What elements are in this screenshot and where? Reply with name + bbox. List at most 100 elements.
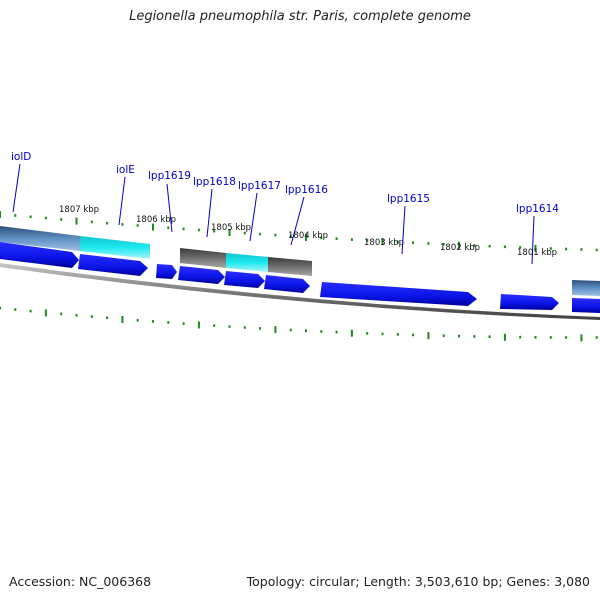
genome-backbone	[0, 263, 600, 320]
feature-segment-iold	[0, 226, 80, 251]
feature-track	[0, 226, 600, 296]
gene-label-lpp1614: lpp1614	[516, 203, 559, 215]
minor-tick	[136, 224, 139, 227]
minor-tick	[488, 244, 491, 248]
feature-highlight-lpp1617	[226, 253, 268, 272]
minor-tick	[60, 312, 63, 316]
gene-label-lpp1619: lpp1619	[148, 170, 191, 182]
kbp-labels: 1807 kbp 1806 kbp 1805 kbp 1804 kbp 1803…	[59, 205, 557, 258]
map-title: Legionella pneumophila str. Paris, compl…	[129, 9, 471, 24]
minor-tick	[274, 233, 277, 237]
minor-tick	[29, 309, 32, 313]
minor-tick	[595, 336, 598, 339]
minor-tick	[549, 336, 552, 339]
cds-arrow	[224, 271, 265, 288]
major-tick	[228, 229, 231, 236]
cds-arrow	[500, 294, 559, 310]
major-tick	[197, 321, 200, 329]
feature-segment-lpp1616-grey	[268, 257, 312, 276]
minor-tick	[243, 326, 246, 329]
leader-lpp1615	[401, 205, 406, 255]
minor-tick	[182, 227, 185, 231]
cds-arrow	[156, 264, 177, 279]
major-tick	[44, 309, 47, 317]
cds-arrow	[320, 282, 477, 306]
major-tick	[534, 244, 537, 252]
leader-iole	[118, 176, 126, 226]
minor-tick	[442, 334, 445, 337]
minor-tick	[90, 220, 93, 224]
minor-tick	[60, 218, 63, 221]
accession-text: Accession: NC_006368	[9, 574, 152, 589]
minor-tick	[289, 328, 292, 332]
minor-tick	[320, 236, 323, 240]
leader-iold	[12, 163, 21, 213]
leader-lpp1614	[531, 215, 535, 265]
feature-highlight-iole	[80, 236, 150, 259]
feature-segment-right	[572, 280, 600, 296]
gene-label-lpp1617: lpp1617	[238, 180, 281, 192]
minor-tick	[565, 336, 568, 339]
minor-tick	[412, 333, 415, 337]
minor-tick	[473, 244, 476, 247]
minor-tick	[366, 332, 369, 335]
kbp-label-1803: 1803 kbp	[364, 238, 404, 248]
minor-tick	[197, 228, 200, 232]
minor-tick	[519, 335, 522, 339]
gene-labels: iolD iolE lpp1619 lpp1618 lpp1617 lpp161…	[11, 151, 559, 215]
minor-tick	[565, 247, 568, 251]
minor-tick	[503, 245, 506, 249]
major-tick	[458, 241, 460, 249]
minor-tick	[335, 237, 338, 240]
minor-tick	[580, 248, 583, 251]
minor-tick	[549, 247, 552, 250]
minor-tick	[75, 314, 78, 317]
minor-tick	[320, 330, 323, 333]
minor-tick	[213, 229, 216, 233]
major-tick	[274, 326, 277, 334]
minor-tick	[121, 223, 124, 226]
kbp-label-1802: 1802 kbp	[440, 243, 480, 253]
minor-tick	[412, 241, 415, 244]
major-tick	[350, 329, 353, 337]
leader-lpp1618	[206, 188, 213, 238]
minor-tick	[488, 335, 491, 338]
major-tick	[75, 217, 78, 225]
minor-tick	[458, 334, 460, 338]
cds-arrow	[178, 266, 225, 284]
minor-tick	[106, 316, 109, 320]
cds-arrow	[0, 242, 79, 268]
topology-summary: Topology: circular; Length: 3,503,610 bp…	[246, 574, 590, 589]
cds-arrow	[78, 254, 148, 276]
minor-tick	[259, 327, 262, 330]
minor-tick	[259, 232, 262, 236]
minor-tick	[350, 238, 353, 241]
minor-tick	[243, 231, 246, 235]
minor-tick	[595, 248, 598, 252]
minor-tick	[44, 216, 47, 220]
kbp-label-1801: 1801 kbp	[517, 248, 557, 258]
major-tick	[121, 316, 124, 323]
minor-tick	[0, 306, 1, 310]
major-tick	[427, 332, 430, 340]
minor-tick	[473, 335, 476, 338]
minor-tick	[534, 336, 537, 339]
minor-tick	[213, 324, 216, 327]
minor-tick	[305, 329, 307, 332]
minor-tick	[289, 234, 292, 238]
minor-tick	[182, 322, 185, 325]
kbp-label-1806: 1806 kbp	[136, 215, 176, 225]
minor-tick	[167, 321, 170, 324]
minor-tick	[427, 242, 430, 245]
minor-tick	[396, 333, 399, 336]
major-tick	[580, 334, 583, 342]
minor-tick	[90, 315, 93, 318]
minor-tick	[442, 242, 445, 246]
major-tick	[152, 223, 154, 231]
minor-tick	[366, 239, 369, 242]
gene-label-lpp1616: lpp1616	[285, 184, 328, 196]
gene-label-lpp1615: lpp1615	[387, 193, 430, 205]
gene-label-iold: iolD	[11, 151, 31, 163]
minor-tick	[29, 215, 32, 219]
